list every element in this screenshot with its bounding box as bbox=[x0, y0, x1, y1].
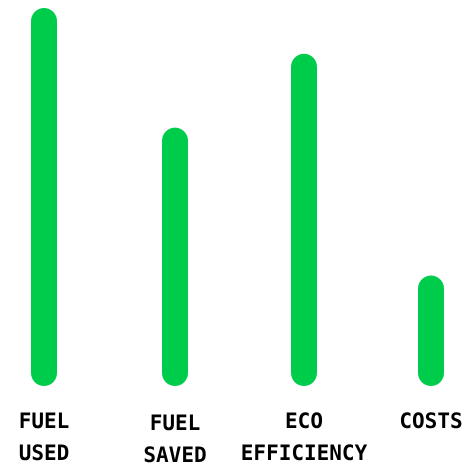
bar-1 bbox=[162, 127, 188, 387]
category-label-2-line-0: ECO bbox=[285, 409, 323, 433]
category-label-0: FUEL USED bbox=[19, 409, 70, 465]
category-label-2-line-1: EFFICIENCY bbox=[241, 441, 368, 465]
category-label-0-line-0: FUEL bbox=[19, 409, 70, 433]
bars-group bbox=[31, 8, 444, 387]
category-label-1-line-0: FUEL bbox=[150, 411, 201, 435]
category-label-1: FUEL SAVED bbox=[143, 411, 206, 467]
category-label-2: ECO EFFICIENCY bbox=[241, 409, 368, 465]
bar-3 bbox=[418, 275, 444, 386]
bar-0 bbox=[31, 8, 57, 386]
category-label-1-line-1: SAVED bbox=[143, 443, 206, 467]
category-label-3: COSTS bbox=[399, 409, 462, 433]
category-label-3-line-0: COSTS bbox=[399, 409, 462, 433]
category-label-0-line-1: USED bbox=[19, 441, 70, 465]
category-labels-group: FUEL USED FUEL SAVED ECO EFFICIENCY COSTS bbox=[19, 409, 463, 467]
bar-2 bbox=[291, 53, 317, 386]
